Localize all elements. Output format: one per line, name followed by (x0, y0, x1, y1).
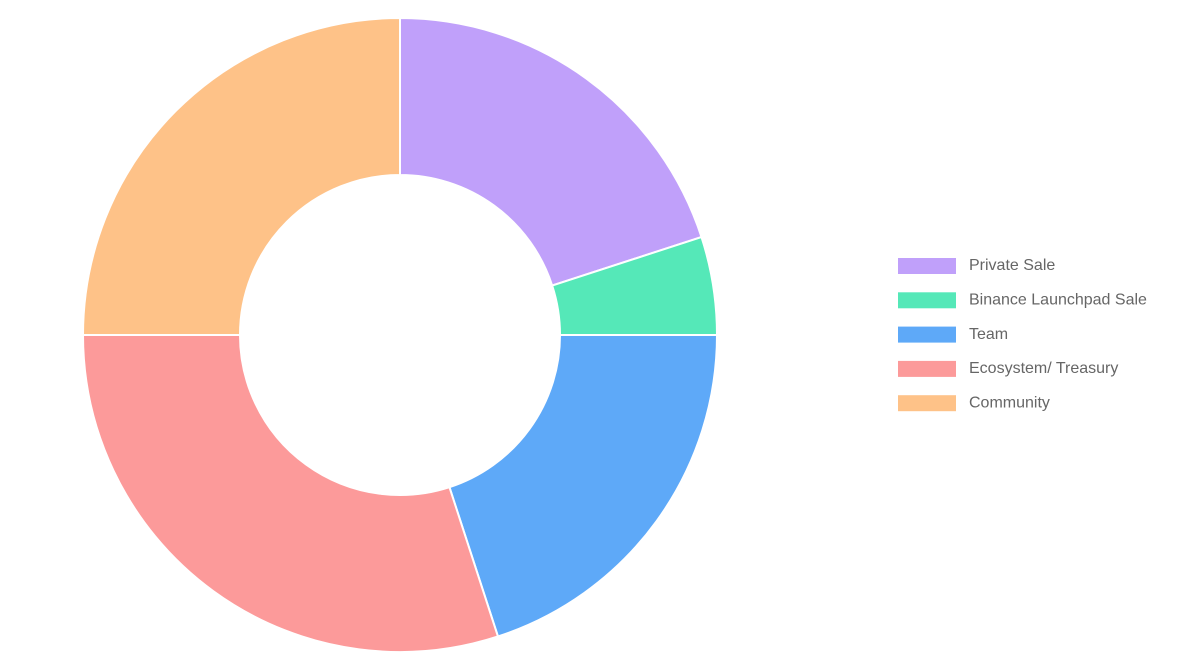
legend-swatch (898, 326, 956, 343)
slice (81, 334, 500, 653)
legend-swatch (898, 258, 956, 274)
legend-swatch (898, 360, 956, 377)
legend-label: Private Sale (969, 257, 1055, 274)
slice (448, 334, 719, 638)
legend-swatch (898, 395, 956, 412)
legend-label: Ecosystem/ Treasury (969, 360, 1118, 377)
legend-label: Binance Launchpad Sale (969, 292, 1147, 309)
legend-label: Team (969, 326, 1008, 343)
slice (81, 16, 401, 336)
legend-label: Community (969, 394, 1050, 411)
legend-swatch (898, 292, 956, 309)
slice (399, 16, 703, 287)
